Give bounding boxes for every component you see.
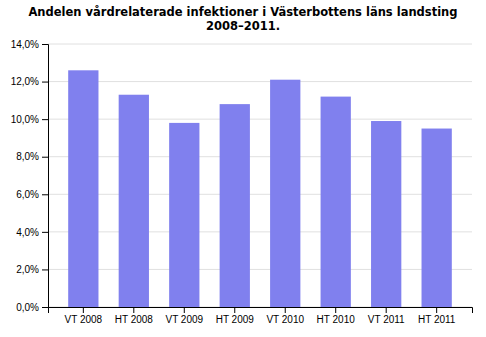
- x-tick: HT 2008: [115, 307, 154, 325]
- x-tick: VT 2010: [266, 307, 304, 325]
- y-tick-mark: [42, 44, 48, 45]
- chart-title-line: 2008–2011.: [206, 19, 280, 33]
- grid-line: [48, 156, 472, 157]
- bar: [270, 80, 300, 307]
- x-tick-label: HT 2011: [418, 314, 456, 325]
- grid-line: [48, 119, 472, 120]
- x-tick-label: VT 2011: [368, 314, 405, 325]
- y-tick-mark: [42, 119, 48, 120]
- bar: [169, 123, 199, 307]
- x-tick-mark: [133, 307, 134, 313]
- grid-line: [48, 231, 472, 232]
- x-tick-label: HT 2008: [115, 314, 154, 325]
- y-tick: 14,0%: [11, 39, 48, 50]
- y-tick-label: 14,0%: [11, 39, 39, 50]
- bar: [119, 95, 149, 307]
- x-tick-mark: [386, 307, 387, 313]
- y-tick-label: 10,0%: [11, 114, 39, 125]
- bar: [68, 70, 98, 307]
- y-tick-mark: [42, 82, 48, 83]
- x-tick-label: VT 2009: [165, 314, 203, 325]
- y-tick: 2,0%: [16, 264, 48, 275]
- plot-area: 0,0% 2,0% 4,0% 6,0% 8,0% 10,0% 12,0% 14,0% VT 20…: [11, 39, 473, 325]
- y-tick: 4,0%: [16, 227, 48, 238]
- grid-line: [48, 194, 472, 195]
- bar: [321, 97, 351, 307]
- chart-title: Andelen vårdrelaterade infektioner i Väs…: [28, 5, 457, 33]
- chart-svg: Andelen vårdrelaterade infektioner i Väs…: [0, 0, 486, 337]
- chart-title-line: Andelen vårdrelaterade infektioner i Väs…: [28, 5, 457, 19]
- x-axis-line: [49, 308, 473, 314]
- x-axis: VT 2008 HT 2008 VT 2009 HT 2009 VT 2010 HT 20…: [49, 307, 473, 325]
- y-tick-label: 8,0%: [16, 151, 39, 162]
- x-tick: HT 2010: [317, 307, 356, 325]
- x-tick-mark: [184, 307, 185, 313]
- x-tick-mark: [285, 307, 286, 313]
- y-tick: 8,0%: [16, 151, 48, 162]
- y-tick-label: 12,0%: [11, 76, 39, 87]
- x-tick: HT 2009: [216, 307, 255, 325]
- x-tick: VT 2011: [368, 307, 405, 325]
- x-tick-label: HT 2009: [216, 314, 255, 325]
- y-tick: 10,0%: [11, 114, 48, 125]
- x-tick-mark: [234, 307, 235, 313]
- x-tick: VT 2009: [165, 307, 203, 325]
- y-tick-label: 2,0%: [16, 264, 39, 275]
- x-tick: VT 2008: [65, 307, 103, 325]
- y-tick-mark: [42, 157, 48, 158]
- bar: [371, 121, 401, 307]
- x-tick-label: VT 2008: [65, 314, 103, 325]
- y-axis-line: [42, 45, 49, 308]
- y-tick-mark: [42, 269, 48, 270]
- bars: [68, 70, 452, 307]
- y-tick-mark: [42, 232, 48, 233]
- y-tick-label: 4,0%: [16, 227, 39, 238]
- bar: [220, 104, 250, 307]
- y-tick: 12,0%: [11, 76, 48, 87]
- x-tick: HT 2011: [418, 307, 456, 325]
- y-tick-mark: [42, 194, 48, 195]
- grid: [48, 44, 472, 307]
- x-tick-label: HT 2010: [317, 314, 356, 325]
- y-tick-label: 6,0%: [16, 189, 39, 200]
- x-tick-label: VT 2010: [266, 314, 304, 325]
- bar: [422, 129, 452, 307]
- y-tick: 6,0%: [16, 189, 48, 200]
- grid-line: [48, 44, 472, 45]
- x-tick-mark: [436, 307, 437, 313]
- x-tick-mark: [83, 307, 84, 313]
- grid-line: [48, 81, 472, 82]
- chart-container: Andelen vårdrelaterade infektioner i Väs…: [0, 0, 486, 337]
- y-axis: 0,0% 2,0% 4,0% 6,0% 8,0% 10,0% 12,0% 14,0%: [11, 39, 49, 313]
- grid-line: [48, 269, 472, 270]
- x-tick-mark: [335, 307, 336, 313]
- y-tick: 0,0%: [16, 302, 48, 313]
- y-tick-label: 0,0%: [16, 302, 39, 313]
- y-tick-mark: [42, 307, 48, 308]
